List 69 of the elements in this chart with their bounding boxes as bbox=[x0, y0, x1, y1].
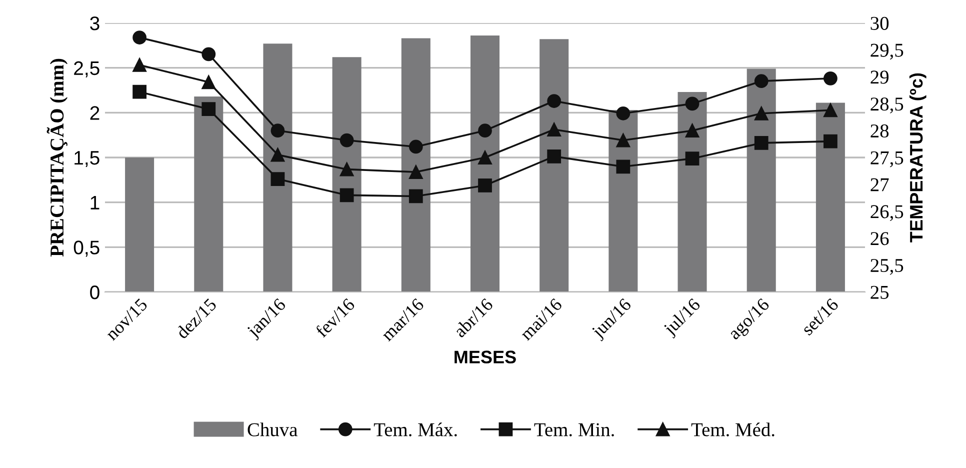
y2-tick-label: 28 bbox=[870, 124, 889, 138]
legend-label: Tem. Min. bbox=[534, 423, 614, 436]
legend-label: Tem. Méd. bbox=[691, 422, 774, 436]
point bbox=[824, 134, 838, 148]
point bbox=[408, 165, 423, 179]
bar bbox=[263, 44, 292, 292]
point bbox=[408, 189, 423, 204]
point bbox=[685, 152, 700, 166]
point bbox=[754, 136, 768, 150]
point bbox=[340, 188, 354, 202]
point bbox=[616, 106, 630, 120]
point bbox=[202, 75, 216, 90]
bar bbox=[746, 68, 776, 292]
y2-tick-label: 26,5 bbox=[870, 205, 904, 222]
point bbox=[685, 96, 700, 111]
point bbox=[547, 122, 562, 136]
point bbox=[547, 149, 562, 164]
y-tick-label: 2 bbox=[90, 106, 100, 120]
point bbox=[132, 84, 146, 99]
point bbox=[824, 103, 838, 118]
point bbox=[340, 133, 354, 148]
y2-tick-label: 27,5 bbox=[870, 151, 904, 168]
y2-tick-label: 25 bbox=[870, 286, 889, 299]
y-tick-label: 2,5 bbox=[74, 61, 100, 78]
point bbox=[754, 74, 768, 88]
bar bbox=[401, 38, 430, 292]
x-axis-title: MESES bbox=[454, 350, 516, 364]
point bbox=[685, 124, 700, 138]
bar bbox=[125, 158, 154, 292]
y2-tick-label: 28,5 bbox=[870, 98, 904, 114]
point bbox=[132, 30, 146, 44]
y2-tick-label: 29 bbox=[870, 70, 889, 84]
bar bbox=[332, 57, 362, 292]
y-tick-label: 1 bbox=[90, 196, 100, 210]
legend-label: Chuva bbox=[248, 422, 298, 436]
y2-tick-label: 25,5 bbox=[870, 258, 904, 275]
point bbox=[202, 102, 216, 116]
y-tick-label: 0,5 bbox=[74, 240, 100, 257]
point bbox=[270, 124, 285, 138]
bar bbox=[470, 36, 500, 292]
point bbox=[408, 140, 423, 154]
bar bbox=[608, 110, 638, 292]
point bbox=[132, 58, 146, 72]
point bbox=[547, 94, 562, 108]
point bbox=[340, 162, 354, 176]
y2-tick-label: 29,5 bbox=[870, 44, 904, 60]
bar bbox=[194, 96, 224, 292]
y-tick-label: 3 bbox=[90, 16, 100, 30]
y2-tick-label: 27 bbox=[870, 178, 889, 192]
point bbox=[824, 71, 838, 86]
y2-tick-label: 30 bbox=[870, 16, 889, 30]
legend-label: Tem. Máx. bbox=[374, 422, 457, 436]
point bbox=[478, 124, 492, 138]
y-tick-label: 1,5 bbox=[74, 151, 100, 168]
y2-axis-title: TEMPERATURA (ºc) bbox=[909, 73, 926, 242]
point bbox=[616, 133, 630, 148]
bar bbox=[678, 92, 707, 292]
point bbox=[270, 148, 285, 162]
y2-tick-label: 26 bbox=[870, 232, 889, 246]
point bbox=[202, 47, 216, 62]
bar bbox=[540, 39, 569, 292]
point bbox=[616, 160, 630, 174]
point bbox=[478, 150, 492, 164]
point bbox=[754, 106, 768, 120]
y-tick-label: 0 bbox=[90, 285, 100, 300]
point bbox=[478, 178, 492, 192]
y-axis-title: PRECIPITAÇÃO (mm) bbox=[46, 58, 68, 257]
point bbox=[270, 172, 285, 186]
bar bbox=[816, 102, 845, 292]
